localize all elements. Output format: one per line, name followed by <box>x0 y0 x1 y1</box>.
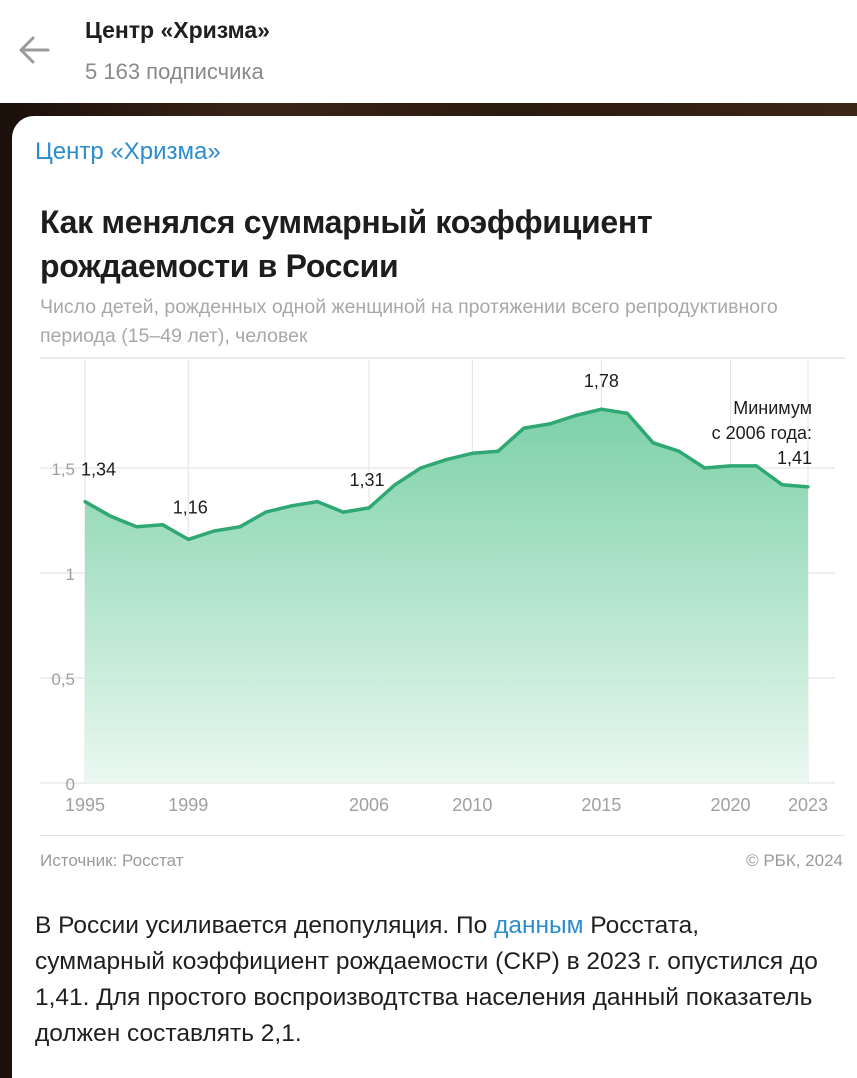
data-point <box>83 500 87 504</box>
data-point <box>470 451 474 455</box>
fertility-chart[interactable]: 0 0,5 1 1,5 1995 1999 2006 2010 2015 2020 2023 1,… <box>0 350 857 820</box>
data-label: 1,78 <box>584 371 619 391</box>
y-tick-label: 0,5 <box>51 670 75 689</box>
x-tick-label: 2015 <box>581 795 621 815</box>
y-tick-label: 1 <box>66 565 75 584</box>
data-point <box>109 514 113 518</box>
data-point <box>703 466 707 470</box>
data-label: с 2006 года: <box>712 423 812 443</box>
data-point <box>548 422 552 426</box>
data-point <box>444 458 449 462</box>
data-point <box>367 506 371 510</box>
message-sender[interactable]: Центр «Хризма» <box>35 138 221 165</box>
channel-title[interactable]: Центр «Хризма» <box>85 17 270 43</box>
x-tick-label: 2006 <box>349 795 389 815</box>
data-point <box>264 510 268 514</box>
message-text-part1: В России усиливается депопуляция. По <box>35 912 495 939</box>
data-point <box>522 426 526 430</box>
data-point <box>728 464 733 468</box>
chat-header: Центр «Хризма» 5 163 подписчика <box>0 0 857 103</box>
data-point <box>780 483 784 487</box>
data-label: 1,16 <box>173 497 208 517</box>
data-label: 1,34 <box>81 460 116 480</box>
data-point <box>754 464 758 468</box>
chart-title: Как менялся суммарный коэффициент рождае… <box>40 204 653 284</box>
data-point <box>574 413 578 418</box>
data-point <box>212 529 216 533</box>
data-point <box>651 441 655 445</box>
data-point <box>806 485 810 489</box>
data-point <box>186 537 190 542</box>
chart-subtitle: Число детей, рожденных одной женщиной на… <box>40 296 778 347</box>
data-point <box>341 510 345 514</box>
x-tick-label: 2010 <box>452 795 492 815</box>
message-text: В России усиливается депопуляция. По дан… <box>35 908 835 1052</box>
x-tick-label: 2023 <box>788 795 828 815</box>
y-tick-label: 1,5 <box>51 460 75 479</box>
data-point <box>238 525 242 529</box>
data-label: Минимум <box>733 398 812 418</box>
x-tick-label: 2020 <box>711 795 751 815</box>
data-point <box>599 407 604 411</box>
back-arrow-icon[interactable] <box>14 30 54 70</box>
data-point <box>160 523 165 527</box>
y-tick-label: 0 <box>66 775 75 794</box>
data-point <box>289 504 294 508</box>
data-point <box>393 483 397 487</box>
chart-copyright: © РБК, 2024 <box>746 851 843 870</box>
data-point <box>315 500 319 504</box>
data-label: 1,41 <box>777 448 812 468</box>
data-label: 1,31 <box>350 470 385 490</box>
message-text-part2: Росстата, суммарный коэффициент рождаемо… <box>35 912 818 1047</box>
x-tick-label: 1995 <box>65 795 105 815</box>
data-link[interactable]: данным <box>494 912 584 939</box>
chart-source: Источник: Росстат <box>40 851 184 870</box>
data-point <box>677 449 681 453</box>
data-point <box>496 449 500 453</box>
data-point <box>419 466 423 470</box>
area-fill <box>85 409 808 783</box>
x-tick-label: 1999 <box>168 795 208 815</box>
subscriber-count: 5 163 подписчика <box>85 59 264 84</box>
data-point <box>625 411 629 415</box>
data-point <box>135 525 139 529</box>
divider <box>40 835 845 836</box>
